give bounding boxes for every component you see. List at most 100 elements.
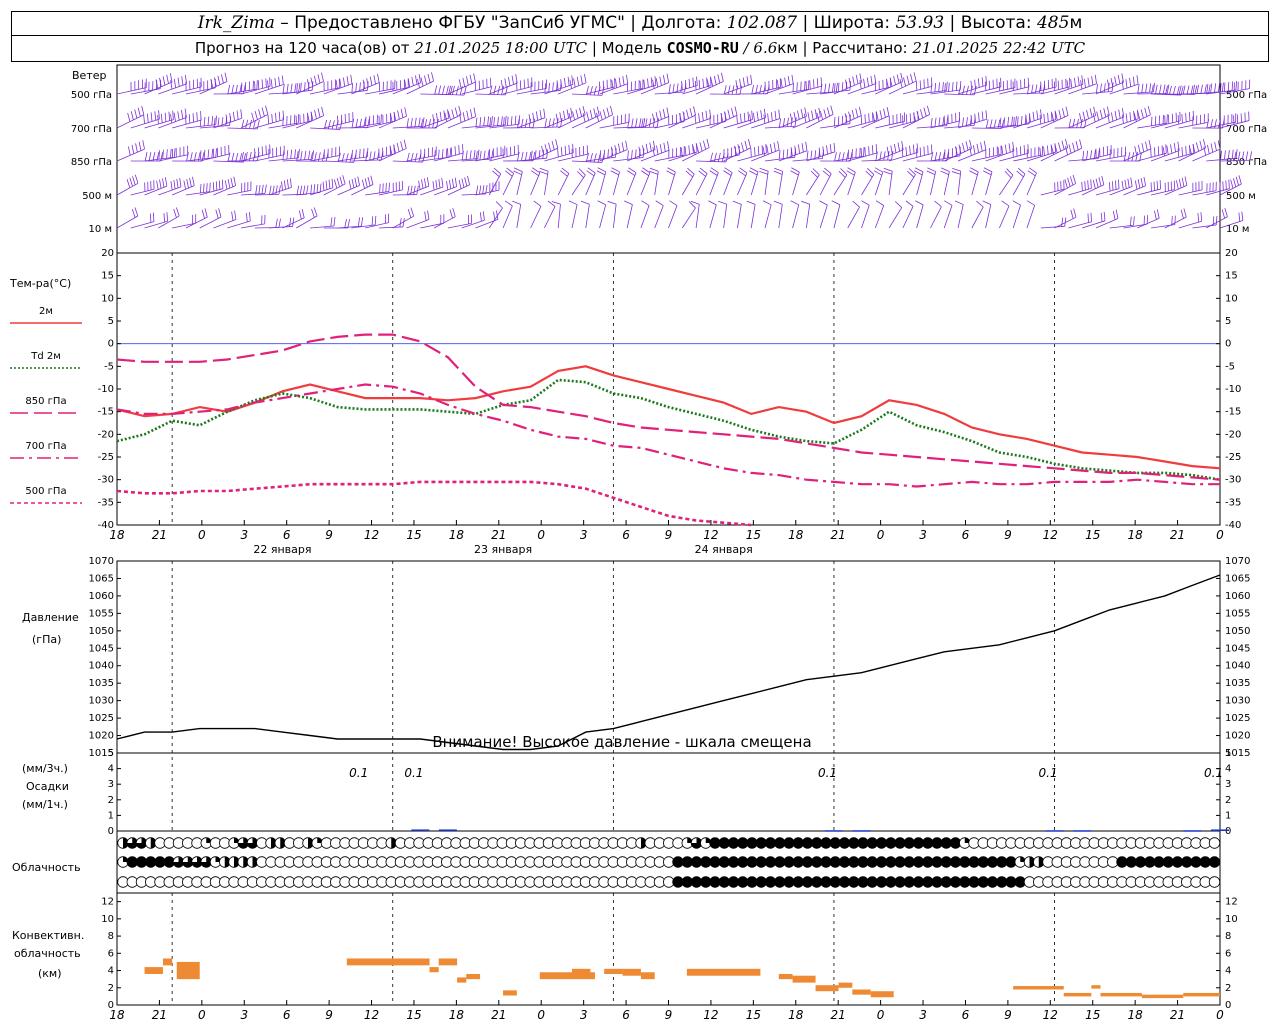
wind-barb-flag	[586, 170, 595, 177]
time-axis-top-label: 18	[1128, 528, 1144, 542]
wind-barb	[806, 168, 820, 196]
wind-barb-flag	[1218, 82, 1220, 92]
wind-barb-flag	[1008, 143, 1011, 153]
wind-barb-shaft	[1013, 117, 1042, 129]
wind-barb-flag	[560, 79, 563, 89]
wind-barb-flag	[980, 142, 983, 152]
forecast-time: 21.01.2025 18:00 UTC	[414, 39, 588, 57]
wind-barb-flag	[848, 77, 852, 87]
wind-barb	[1026, 200, 1036, 229]
temp-tick-right: 10	[1225, 293, 1238, 304]
wind-barb-flag	[1107, 113, 1110, 123]
wind-barb	[309, 217, 336, 229]
wind-barb	[1095, 73, 1124, 95]
wind-barb-flag	[173, 208, 177, 218]
wind-barb-flag	[709, 170, 718, 176]
wind-barb-flag	[404, 107, 407, 117]
wind-barb-shaft	[213, 160, 244, 163]
wind-barb-flag	[314, 109, 317, 119]
precipitation-chart: 0.1 0.1 0.1 0.1 0.1	[349, 766, 1229, 832]
wind-barb-flag	[564, 145, 567, 155]
wind-barb	[778, 141, 808, 162]
wind-barb-flag	[585, 85, 589, 95]
wind-barb	[861, 107, 890, 129]
wind-barb-shaft	[406, 80, 434, 95]
wind-barb	[1192, 140, 1221, 162]
wind-barb-flag	[705, 110, 708, 120]
wind-barb-flag	[690, 200, 700, 205]
wind-barb	[914, 167, 924, 196]
wind-barb-flag	[1004, 170, 1012, 179]
wind-barb-flag	[834, 152, 837, 162]
wind-barb-flag	[1043, 146, 1045, 156]
wind-barb	[268, 114, 300, 129]
wind-barb-flag	[1082, 111, 1086, 121]
wind-barb-shaft	[1012, 205, 1021, 229]
wind-barb-flag	[831, 200, 841, 206]
wind-barb	[819, 167, 832, 196]
wind-barb-flag	[1136, 75, 1139, 85]
cloud-cover-symbol	[246, 837, 259, 849]
wind-barb-shaft	[309, 87, 340, 95]
wind-barb-shaft	[475, 189, 500, 196]
wind-barb-flag	[837, 116, 840, 126]
wind-barb-flag	[138, 141, 142, 151]
wind-barb-flag	[278, 111, 281, 121]
calc-time: 21.01.2025 22:42 UTC	[912, 39, 1086, 57]
wind-barb-shaft	[158, 186, 182, 196]
wind-barb-flag	[548, 142, 552, 152]
wind-barb	[1206, 207, 1228, 229]
wind-level-label-left: 10 м	[89, 224, 112, 235]
wind-barb-flag	[597, 167, 606, 173]
wind-barb-flag	[567, 76, 570, 86]
wind-barb-flag	[528, 114, 531, 124]
wind-barb-shaft	[516, 171, 523, 196]
wind-barb-flag	[217, 75, 221, 85]
wind-barb-flag	[570, 107, 573, 117]
wind-barb-flag	[942, 117, 945, 127]
wind-barb	[875, 140, 904, 162]
wind-barb	[709, 85, 743, 95]
wind-barb-shaft	[213, 185, 236, 196]
wind-barb-flag	[146, 113, 149, 123]
wind-barb-flag	[1094, 74, 1097, 84]
wind-barb-flag	[348, 180, 352, 190]
wind-barb-flag	[449, 148, 452, 158]
temp-tick-left: -10	[98, 384, 114, 395]
wind-barb-flag	[1066, 80, 1069, 90]
wind-barb-shaft	[847, 172, 856, 196]
wind-barb-shaft	[1068, 221, 1092, 229]
wind-barb-shaft	[447, 116, 476, 129]
wind-barb-flag	[479, 117, 482, 127]
wind-barb-flag	[811, 110, 814, 120]
wind-barb-shaft	[461, 158, 492, 162]
wind-barb-shaft	[764, 83, 794, 95]
wind-barb-flag	[985, 76, 988, 86]
wind-barb-flag	[533, 200, 542, 207]
wind-barb-shaft	[530, 90, 561, 95]
precip-bar	[852, 830, 871, 832]
wind-barb	[378, 217, 405, 229]
wind-barb-flag	[491, 115, 493, 126]
wind-barb	[681, 201, 696, 229]
wind-barb	[940, 167, 950, 196]
wind-barb-flag	[930, 83, 933, 93]
temp-tick-left: 0	[108, 339, 114, 350]
wind-barb-flag	[211, 116, 214, 126]
wind-barb	[365, 79, 396, 95]
wind-barb-flag	[1155, 84, 1158, 94]
wind-barb-shaft	[957, 84, 987, 95]
precip-unit1: (мм/1ч.)	[22, 798, 68, 811]
wind-barb-flag	[271, 113, 273, 123]
wind-barb-flag	[1058, 142, 1062, 152]
legend-label: 850 гПа	[25, 396, 66, 407]
wind-barb-flag	[1011, 116, 1013, 126]
wind-barb-flag	[1079, 113, 1082, 123]
wind-barb-shaft	[1164, 152, 1194, 162]
wind-barb-flag	[580, 75, 583, 85]
wind-barb-flag	[985, 110, 988, 120]
wind-barb-flag	[261, 184, 264, 194]
wind-barb-shaft	[254, 193, 279, 196]
wind-barb-flag	[942, 152, 945, 162]
wind-barb-shaft	[599, 171, 607, 196]
